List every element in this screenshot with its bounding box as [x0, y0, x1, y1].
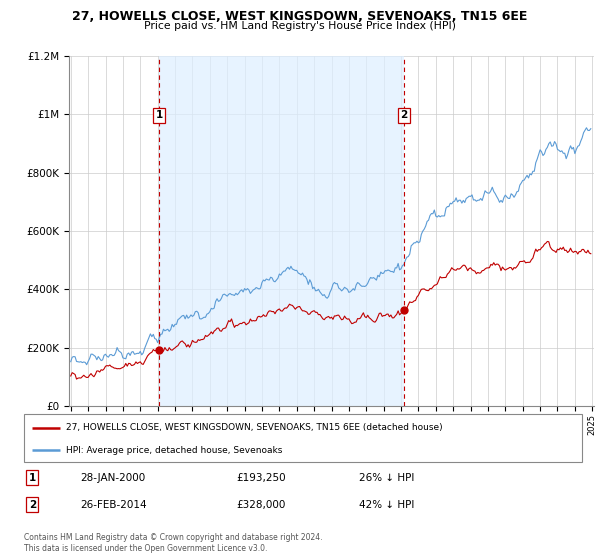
Text: £328,000: £328,000	[236, 500, 286, 510]
Text: Price paid vs. HM Land Registry's House Price Index (HPI): Price paid vs. HM Land Registry's House …	[144, 21, 456, 31]
Text: 28-JAN-2000: 28-JAN-2000	[80, 473, 145, 483]
Text: 2: 2	[400, 110, 407, 120]
Text: £193,250: £193,250	[236, 473, 286, 483]
Bar	[159, 56, 404, 406]
Text: 1: 1	[155, 110, 163, 120]
Text: Contains HM Land Registry data © Crown copyright and database right 2024.
This d: Contains HM Land Registry data © Crown c…	[24, 533, 323, 553]
Text: 27, HOWELLS CLOSE, WEST KINGSDOWN, SEVENOAKS, TN15 6EE: 27, HOWELLS CLOSE, WEST KINGSDOWN, SEVEN…	[73, 10, 527, 22]
Text: 26-FEB-2014: 26-FEB-2014	[80, 500, 146, 510]
Text: 1: 1	[29, 473, 36, 483]
Text: 26% ↓ HPI: 26% ↓ HPI	[359, 473, 414, 483]
Text: 27, HOWELLS CLOSE, WEST KINGSDOWN, SEVENOAKS, TN15 6EE (detached house): 27, HOWELLS CLOSE, WEST KINGSDOWN, SEVEN…	[66, 423, 442, 432]
Text: 42% ↓ HPI: 42% ↓ HPI	[359, 500, 414, 510]
Text: 2: 2	[29, 500, 36, 510]
FancyBboxPatch shape	[24, 414, 582, 462]
Text: HPI: Average price, detached house, Sevenoaks: HPI: Average price, detached house, Seve…	[66, 446, 282, 455]
